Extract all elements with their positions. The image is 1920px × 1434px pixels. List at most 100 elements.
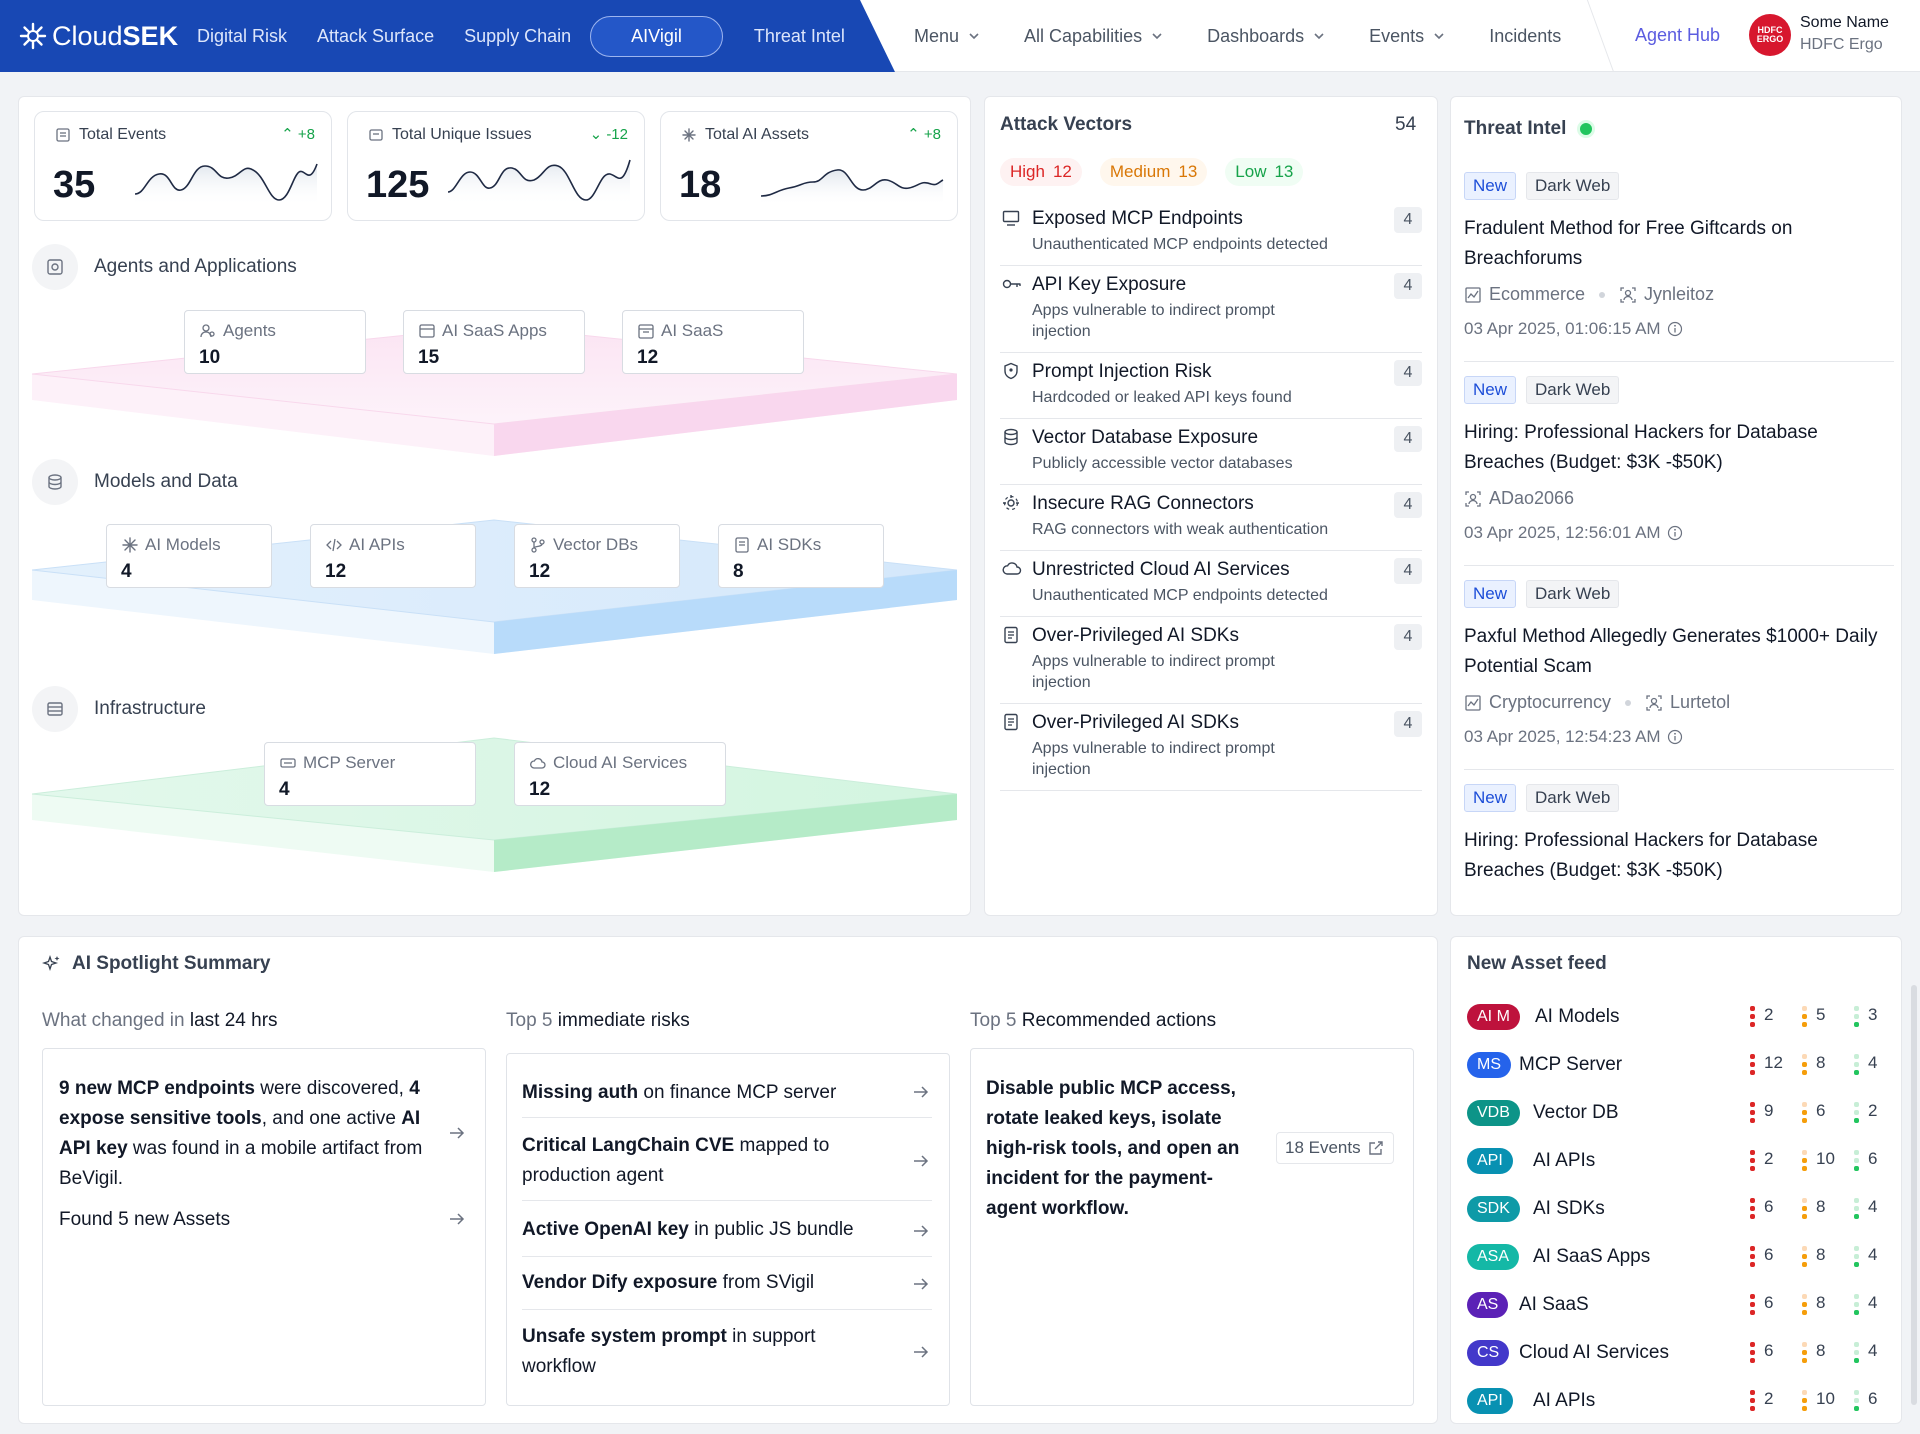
org-avatar[interactable]: HDFC ERGO — [1749, 14, 1791, 56]
asset-card-agents[interactable]: Agents 10 — [184, 310, 366, 374]
asset-feed-row[interactable]: SDK AI SDKs 6 8 4 — [1467, 1191, 1887, 1225]
asset-card-ai-apis[interactable]: AI APIs 12 — [310, 524, 476, 588]
section-models-data: Models and Data — [32, 459, 238, 505]
tab-digital-risk[interactable]: Digital Risk — [197, 25, 288, 46]
severity-medium-chip[interactable]: Medium 13 — [1099, 158, 1208, 186]
attack-vector-item[interactable]: Prompt Injection Risk Hardcoded or leaked… — [1000, 353, 1422, 419]
threat-headline[interactable]: Paxful Method Allegedly Generates $1000+… — [1464, 626, 1878, 677]
arrow-right-icon[interactable] — [912, 1222, 930, 1240]
threat-category: Ecommerce — [1489, 284, 1586, 304]
threat-headline[interactable]: Hiring: Professional Hackers for Databas… — [1464, 422, 1818, 473]
highlight: AI API key — [59, 1108, 421, 1159]
severity-label: Medium — [1109, 162, 1171, 181]
arrow-right-icon[interactable] — [912, 1083, 930, 1101]
asset-type-badge: AI M — [1467, 1004, 1520, 1030]
asset-feed-name: MCP Server — [1519, 1054, 1623, 1075]
asset-feed-row[interactable]: AI M AI Models 2 5 3 — [1467, 999, 1887, 1033]
arrow-right-icon[interactable] — [912, 1343, 930, 1361]
menu-dropdown[interactable]: Menu — [914, 26, 980, 47]
risk-item[interactable]: Missing auth on finance MCP server — [522, 1076, 932, 1118]
asset-feed-row[interactable]: ASA AI SaaS Apps 6 8 4 — [1467, 1239, 1887, 1273]
asset-label: AI Models — [121, 535, 221, 555]
asset-card-vector-dbs[interactable]: Vector DBs 12 — [514, 524, 680, 588]
asset-card-cloud-ai-services[interactable]: Cloud AI Services 12 — [514, 742, 726, 806]
incidents-link[interactable]: Incidents — [1489, 25, 1562, 46]
asset-label-text: Agents — [223, 321, 276, 340]
asset-card-ai-saas-apps[interactable]: AI SaaS Apps 15 — [403, 310, 585, 374]
events-button[interactable]: 18 Events — [1276, 1132, 1394, 1164]
asset-value: 8 — [733, 561, 744, 582]
tab-threat-intel[interactable]: Threat Intel — [753, 25, 845, 46]
high-severity-icon — [1750, 1390, 1755, 1412]
threat-headline[interactable]: Hiring: Professional Hackers for Databas… — [1464, 830, 1818, 881]
attack-vector-item[interactable]: Vector Database Exposure Publicly accessi… — [1000, 419, 1422, 485]
arrow-right-icon[interactable] — [448, 1124, 466, 1142]
stat-card-total-unique-issues[interactable]: Total Unique Issues ⌄ -12 125 — [347, 111, 645, 221]
agent-hub-link[interactable]: Agent Hub — [1635, 25, 1721, 45]
dashboards-dropdown[interactable]: Dashboards — [1207, 26, 1325, 47]
found-new-assets[interactable]: Found 5 new Assets — [59, 1209, 231, 1230]
threat-intel-item[interactable]: New Dark Web Hiring: Professional Hackers… — [1464, 784, 1894, 906]
severity-high-chip[interactable]: High 12 — [1000, 158, 1082, 186]
severity-low-chip[interactable]: Low 13 — [1225, 158, 1304, 186]
threat-headline[interactable]: Fradulent Method for Free Giftcards on B… — [1464, 218, 1793, 269]
user-name[interactable]: Some Name — [1800, 14, 1889, 31]
col-recommended-actions-header: Top 5 Recommended actions — [970, 1010, 1216, 1032]
threat-intel-item[interactable]: New Dark Web Paxful Method Allegedly Gene… — [1464, 580, 1894, 770]
arrow-right-icon[interactable] — [912, 1275, 930, 1293]
high-count: 2 — [1764, 1149, 1774, 1168]
user-org: HDFC Ergo — [1800, 36, 1883, 53]
highlight: 4 expose sensitive tools — [59, 1078, 420, 1129]
asset-card-ai-models[interactable]: AI Models 4 — [106, 524, 272, 588]
asset-feed-row[interactable]: MS MCP Server 12 8 4 — [1467, 1047, 1887, 1081]
document-icon — [1004, 626, 1018, 644]
cloudsek-logo[interactable]: Cloud SEK — [18, 18, 178, 54]
risk-item[interactable]: Critical LangChain CVE mapped to product… — [522, 1131, 932, 1201]
asset-card-ai-sdks[interactable]: AI SDKs 8 — [718, 524, 884, 588]
what-changed-summary[interactable]: 9 new MCP endpoints were discovered, 4 e… — [59, 1074, 429, 1194]
info-icon[interactable] — [1667, 321, 1683, 337]
info-icon[interactable] — [1667, 525, 1683, 541]
asset-feed-row[interactable]: VDB Vector DB 9 6 2 — [1467, 1095, 1887, 1129]
threat-intel-item[interactable]: New Dark Web Hiring: Professional Hackers… — [1464, 376, 1894, 566]
new-asset-feed-title: New Asset feed — [1467, 953, 1607, 974]
stat-card-total-ai-assets[interactable]: Total AI Assets ⌃ +8 18 — [660, 111, 958, 221]
scrollbar[interactable] — [1911, 985, 1917, 1405]
info-icon[interactable] — [1667, 729, 1683, 745]
tab-attack-surface[interactable]: Attack Surface — [317, 25, 435, 46]
attack-vector-item[interactable]: Unrestricted Cloud AI Services Unauthenti… — [1000, 551, 1422, 617]
attack-vector-item[interactable]: Over-Privileged AI SDKs Apps vulnerable t… — [1000, 617, 1422, 704]
high-severity-icon — [1750, 1294, 1755, 1316]
attack-vector-item[interactable]: Exposed MCP Endpoints Unauthenticated MCP… — [1000, 200, 1422, 266]
asset-feed-row[interactable]: API AI APIs 2 10 6 — [1467, 1383, 1887, 1417]
asset-card-ai-saas[interactable]: AI SaaS 12 — [622, 310, 804, 374]
asset-feed-row[interactable]: AS AI SaaS 6 8 4 — [1467, 1287, 1887, 1321]
stat-card-total-events[interactable]: Total Events ⌃ +8 35 — [34, 111, 332, 221]
asset-card-mcp-server[interactable]: MCP Server 4 — [264, 742, 476, 806]
asset-value: 12 — [325, 561, 347, 582]
tab-supply-chain[interactable]: Supply Chain — [464, 25, 572, 46]
attack-vector-item[interactable]: Over-Privileged AI SDKs Apps vulnerable t… — [1000, 704, 1422, 791]
events-dropdown[interactable]: Events — [1369, 26, 1445, 47]
tab-aivigil[interactable]: AIVigil — [590, 15, 723, 57]
risk-item[interactable]: Active OpenAI key in public JS bundle — [522, 1215, 932, 1257]
risk-text: from SVigil — [717, 1272, 815, 1293]
high-severity-icon — [1750, 1054, 1755, 1076]
asset-feed-row[interactable]: API AI APIs 2 10 6 — [1467, 1143, 1887, 1177]
col-header-bold: Recommended actions — [1021, 1010, 1217, 1031]
all-capabilities-dropdown[interactable]: All Capabilities — [1024, 26, 1163, 47]
attack-vector-item[interactable]: Insecure RAG Connectors RAG connectors wi… — [1000, 485, 1422, 551]
threat-actor: Lurtetol — [1670, 692, 1731, 712]
risk-item[interactable]: Vendor Dify exposure from SVigil — [522, 1268, 932, 1310]
threat-intel-item[interactable]: New Dark Web Fradulent Method for Free Gi… — [1464, 172, 1894, 362]
risk-item[interactable]: Unsafe system prompt in support workflow — [522, 1322, 932, 1388]
chevron-down-icon — [969, 33, 979, 40]
arrow-right-icon[interactable] — [912, 1152, 930, 1170]
asset-feed-row[interactable]: CS Cloud AI Services 6 8 4 — [1467, 1335, 1887, 1369]
attack-vector-item[interactable]: API Key Exposure Apps vulnerable to indir… — [1000, 266, 1422, 353]
arrow-right-icon[interactable] — [448, 1210, 466, 1228]
asset-label: AI SaaS Apps — [418, 321, 547, 341]
summary-text: , and one active — [261, 1108, 402, 1129]
threat-date-row: 03 Apr 2025, 12:54:23 AM — [1464, 727, 1894, 747]
attack-vector-desc: Apps vulnerable to indirect prompt injec… — [1032, 740, 1275, 778]
